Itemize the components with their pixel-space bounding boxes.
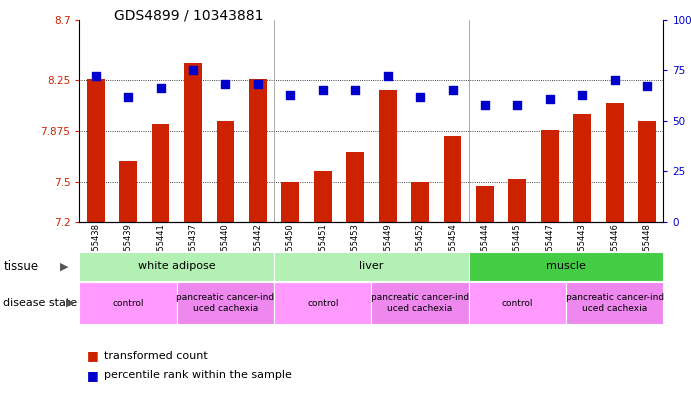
Bar [87,79,104,222]
Point [317,87,328,94]
Bar [372,282,468,324]
Text: transformed count: transformed count [104,351,207,361]
Point [382,73,393,79]
Point [285,92,296,98]
Text: GDS4899 / 10343881: GDS4899 / 10343881 [114,9,263,23]
Bar [274,282,372,324]
Bar [379,90,397,222]
Bar [638,121,656,222]
Text: white adipose: white adipose [138,261,216,271]
Point [220,81,231,88]
Point [187,67,198,73]
Bar [281,182,299,222]
Text: ▶: ▶ [60,261,68,271]
Text: control: control [113,299,144,307]
Bar [541,130,559,222]
Bar [274,252,468,281]
Text: control: control [307,299,339,307]
Bar [79,252,274,281]
Point [90,73,101,79]
Point [122,94,133,100]
Point [155,85,166,92]
Bar [476,185,494,222]
Point [609,77,621,84]
Point [415,94,426,100]
Bar [249,79,267,222]
Bar [606,103,623,222]
Text: percentile rank within the sample: percentile rank within the sample [104,370,292,380]
Text: pancreatic cancer-ind
uced cachexia: pancreatic cancer-ind uced cachexia [566,293,664,313]
Point [252,81,263,88]
Bar [216,121,234,222]
Bar [120,161,137,222]
Bar [444,136,462,222]
Bar [184,63,202,222]
Bar [468,252,663,281]
Point [350,87,361,94]
Bar [566,282,663,324]
Bar [177,282,274,324]
Point [577,92,588,98]
Text: disease state: disease state [3,298,77,308]
Text: liver: liver [359,261,384,271]
Bar [346,152,364,222]
Text: ■: ■ [86,369,98,382]
Text: pancreatic cancer-ind
uced cachexia: pancreatic cancer-ind uced cachexia [371,293,469,313]
Text: control: control [502,299,533,307]
Point [480,101,491,108]
Point [545,95,556,102]
Bar [574,114,591,222]
Text: pancreatic cancer-ind
uced cachexia: pancreatic cancer-ind uced cachexia [176,293,274,313]
Text: ■: ■ [86,349,98,362]
Bar [468,282,566,324]
Bar [314,171,332,222]
Point [512,101,523,108]
Text: tissue: tissue [3,260,39,273]
Bar [151,123,169,222]
Bar [411,182,429,222]
Bar [79,282,177,324]
Point [447,87,458,94]
Point [642,83,653,90]
Text: muscle: muscle [546,261,586,271]
Text: ▶: ▶ [66,298,74,308]
Bar [509,179,527,222]
